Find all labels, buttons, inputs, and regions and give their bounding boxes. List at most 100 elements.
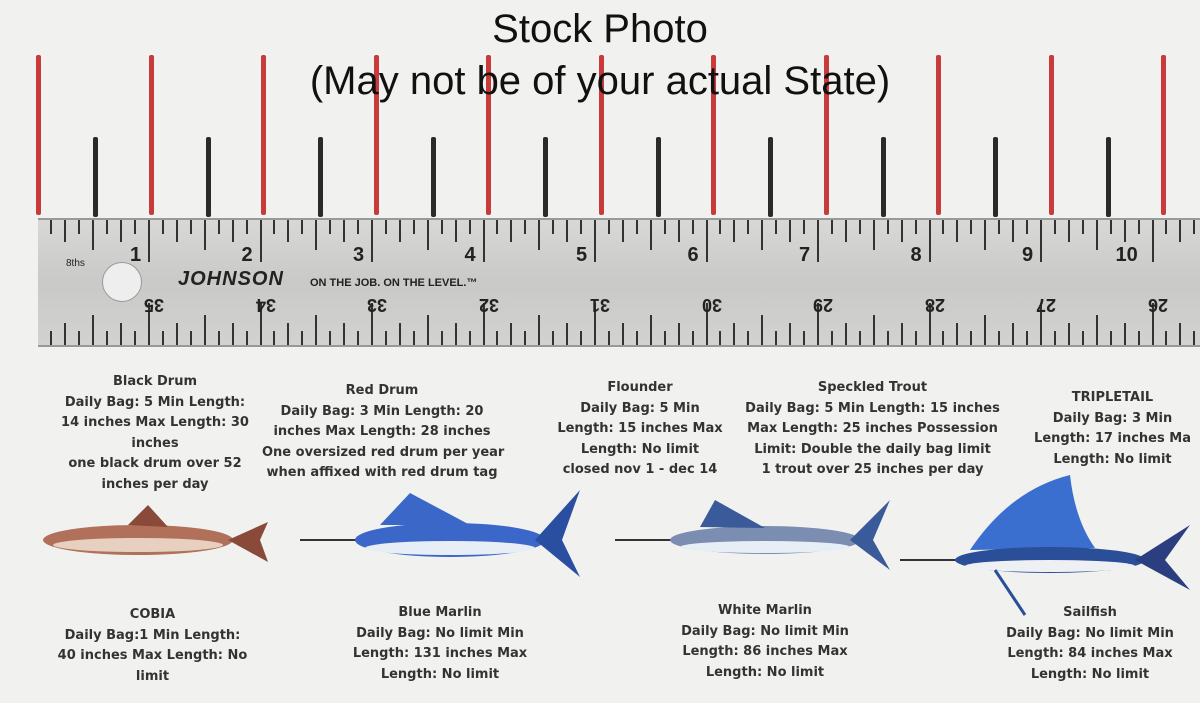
ruler-tick [329, 331, 332, 345]
ruler-tick [872, 315, 875, 345]
ruler-tick [552, 331, 555, 345]
ruler-tick [984, 220, 987, 250]
ruler-tick [803, 220, 806, 234]
ruler-tick [175, 323, 178, 345]
title-line-1: Stock Photo [492, 7, 708, 51]
ruler-tick [789, 220, 792, 242]
regulation-line: Length: 131 inches Max [352, 646, 528, 661]
ruler-tick [900, 220, 903, 242]
ruler-tick [398, 323, 401, 345]
ruler-tick [412, 331, 415, 345]
regulation-line: Daily Bag: 3 Min [1052, 410, 1173, 426]
ruler-tick [914, 220, 917, 234]
ruler-tick [1081, 331, 1084, 345]
ruler-tick [301, 220, 304, 234]
ruler-tick [106, 331, 109, 345]
inch-number: 5 [576, 244, 588, 266]
regulation-line: inches per day [101, 476, 209, 492]
red-mark [823, 55, 829, 215]
ruler-tick [357, 331, 360, 345]
species-regulation: COBIA Daily Bag:1 Min Length: 40 inches Ma… [40, 605, 265, 687]
ruler-tick [970, 220, 973, 234]
ruler-tick [663, 331, 666, 345]
regulation-line: Daily Bag: No limit Min [681, 623, 849, 639]
ruler: 8ths JOHNSON ON THE JOB. ON THE LEVEL.™ … [38, 218, 1200, 347]
ruler-tick [1053, 331, 1056, 345]
ruler-tick [607, 331, 610, 345]
ruler-tick [1040, 303, 1042, 345]
inch-number: 2 [241, 244, 253, 266]
ruler-tick [621, 220, 624, 242]
ruler-tick [1165, 331, 1168, 345]
species-name: Blue Marlin [398, 605, 482, 620]
ruler-tick [329, 220, 332, 234]
ruler-tick [371, 303, 373, 345]
ruler-tick [371, 220, 373, 262]
ruler-tick [914, 331, 917, 345]
ruler-tick [942, 220, 945, 234]
ruler-tick [858, 220, 861, 234]
white-marlin-illustration [615, 500, 890, 570]
regulation-line: Length: No limit [1053, 451, 1172, 467]
ruler-tick [273, 220, 276, 234]
ruler-tick [1081, 220, 1084, 234]
ruler-tick [134, 331, 137, 345]
ruler-tick [440, 331, 443, 345]
species-regulation: Blue Marlin Daily Bag: No limit Min Length… [340, 603, 540, 685]
inch-number: 8 [910, 244, 922, 266]
regulation-line: Limit: Double the daily bag limit [754, 441, 991, 457]
ruler-tick [1151, 303, 1154, 345]
ruler-tick [594, 303, 596, 345]
ruler-tick [691, 220, 694, 234]
ruler-tick [426, 220, 429, 250]
ruler-tick [1040, 220, 1042, 262]
ruler-tick [677, 220, 680, 242]
red-mark [148, 55, 154, 215]
ruler-tick [1067, 323, 1070, 345]
ruler-tick [1193, 331, 1196, 345]
ruler-tick [747, 220, 750, 234]
ruler-tick [524, 220, 527, 234]
ruler-tick [998, 331, 1001, 345]
inch-number: 10 [1115, 244, 1138, 266]
ruler-tick [844, 220, 847, 242]
ruler-tick [1012, 323, 1015, 345]
reverse-inch-number: 33 [367, 295, 388, 315]
ruler-tick [175, 220, 178, 242]
species-name: Black Drum [112, 374, 198, 389]
ruler-tick [733, 220, 736, 242]
ruler-tick [301, 331, 304, 345]
ruler-tick [440, 220, 443, 234]
ruler-tick [830, 331, 833, 345]
ruler-tick [1179, 323, 1182, 345]
black-mark [993, 137, 998, 217]
ruler-tick [1165, 220, 1168, 234]
ruler-tick [64, 220, 67, 242]
ruler-tick [552, 220, 555, 234]
regulation-line: Length: No limit [1030, 666, 1150, 682]
ruler-tick [343, 323, 346, 345]
ruler-tick [189, 331, 192, 345]
ruler-tick [900, 323, 903, 345]
sailfish-illustration [900, 475, 1190, 616]
ruler-tick [454, 323, 457, 345]
ruler-tick [78, 331, 81, 345]
ruler-tick [817, 220, 819, 262]
regulation-line: inches [131, 435, 179, 451]
ruler-tick [705, 220, 708, 262]
ruler-tick [315, 220, 318, 250]
species-regulation: TRIPLETAIL Daily Bag: 3 Min Length: 17 inc… [1025, 388, 1200, 470]
ruler-tick [998, 220, 1001, 234]
regulation-line: Length: No limit [380, 666, 500, 682]
ruler-tick [928, 220, 931, 262]
ruler-tick [245, 220, 248, 234]
ruler-tick [343, 220, 346, 242]
ruler-tick [789, 323, 792, 345]
regulation-line: One oversized red drum per year [262, 444, 505, 460]
ruler-tick [566, 220, 569, 242]
ruler-tick [1067, 220, 1070, 242]
reverse-inch-number: 29 [813, 295, 834, 315]
species-regulation: Black Drum Daily Bag: 5 Min Length: 14 inc… [40, 372, 270, 495]
ruler-tick [803, 331, 806, 345]
black-mark [543, 137, 548, 217]
